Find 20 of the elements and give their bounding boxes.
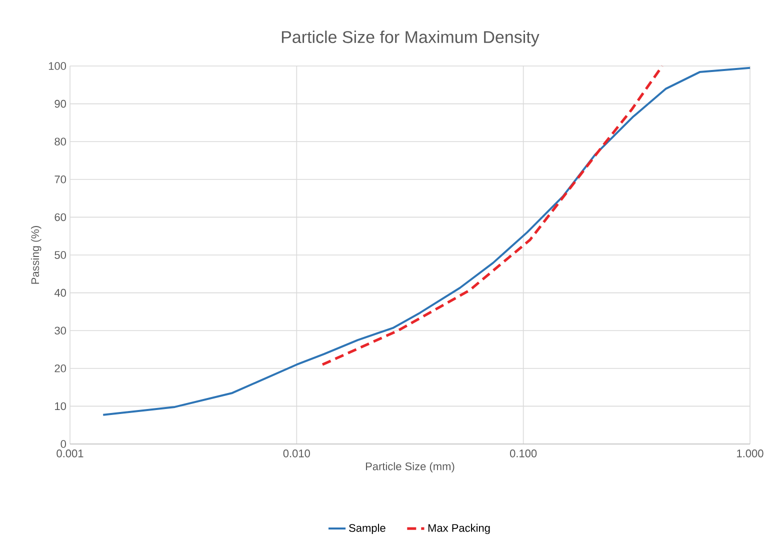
legend-label: Max Packing	[428, 524, 490, 534]
x-tick-label: 1.000	[737, 450, 764, 458]
y-tick-label: 90	[54, 100, 66, 108]
y-tick-label: 50	[54, 251, 66, 259]
y-axis-title: Passing (%)	[30, 226, 42, 284]
y-tick-label: 60	[54, 213, 66, 222]
y-tick-label: 20	[54, 364, 66, 372]
y-tick-label: 0	[60, 440, 66, 448]
legend-label: Sample	[349, 524, 386, 534]
y-tick-label: 30	[54, 326, 66, 334]
x-tick-label: 0.100	[510, 450, 537, 458]
y-tick-label: 70	[54, 176, 66, 184]
y-tick-label: 10	[55, 402, 66, 410]
x-tick-label: 0.010	[283, 450, 310, 458]
chart-title: Particle Size for Maximum Density	[282, 30, 540, 46]
x-axis-title: Particle Size (mm)	[366, 462, 454, 472]
x-tick-label: 0.001	[56, 450, 84, 458]
y-tick-label: 80	[54, 138, 66, 146]
y-tick-label: 40	[54, 288, 66, 297]
y-tick-label: 100	[48, 62, 66, 70]
